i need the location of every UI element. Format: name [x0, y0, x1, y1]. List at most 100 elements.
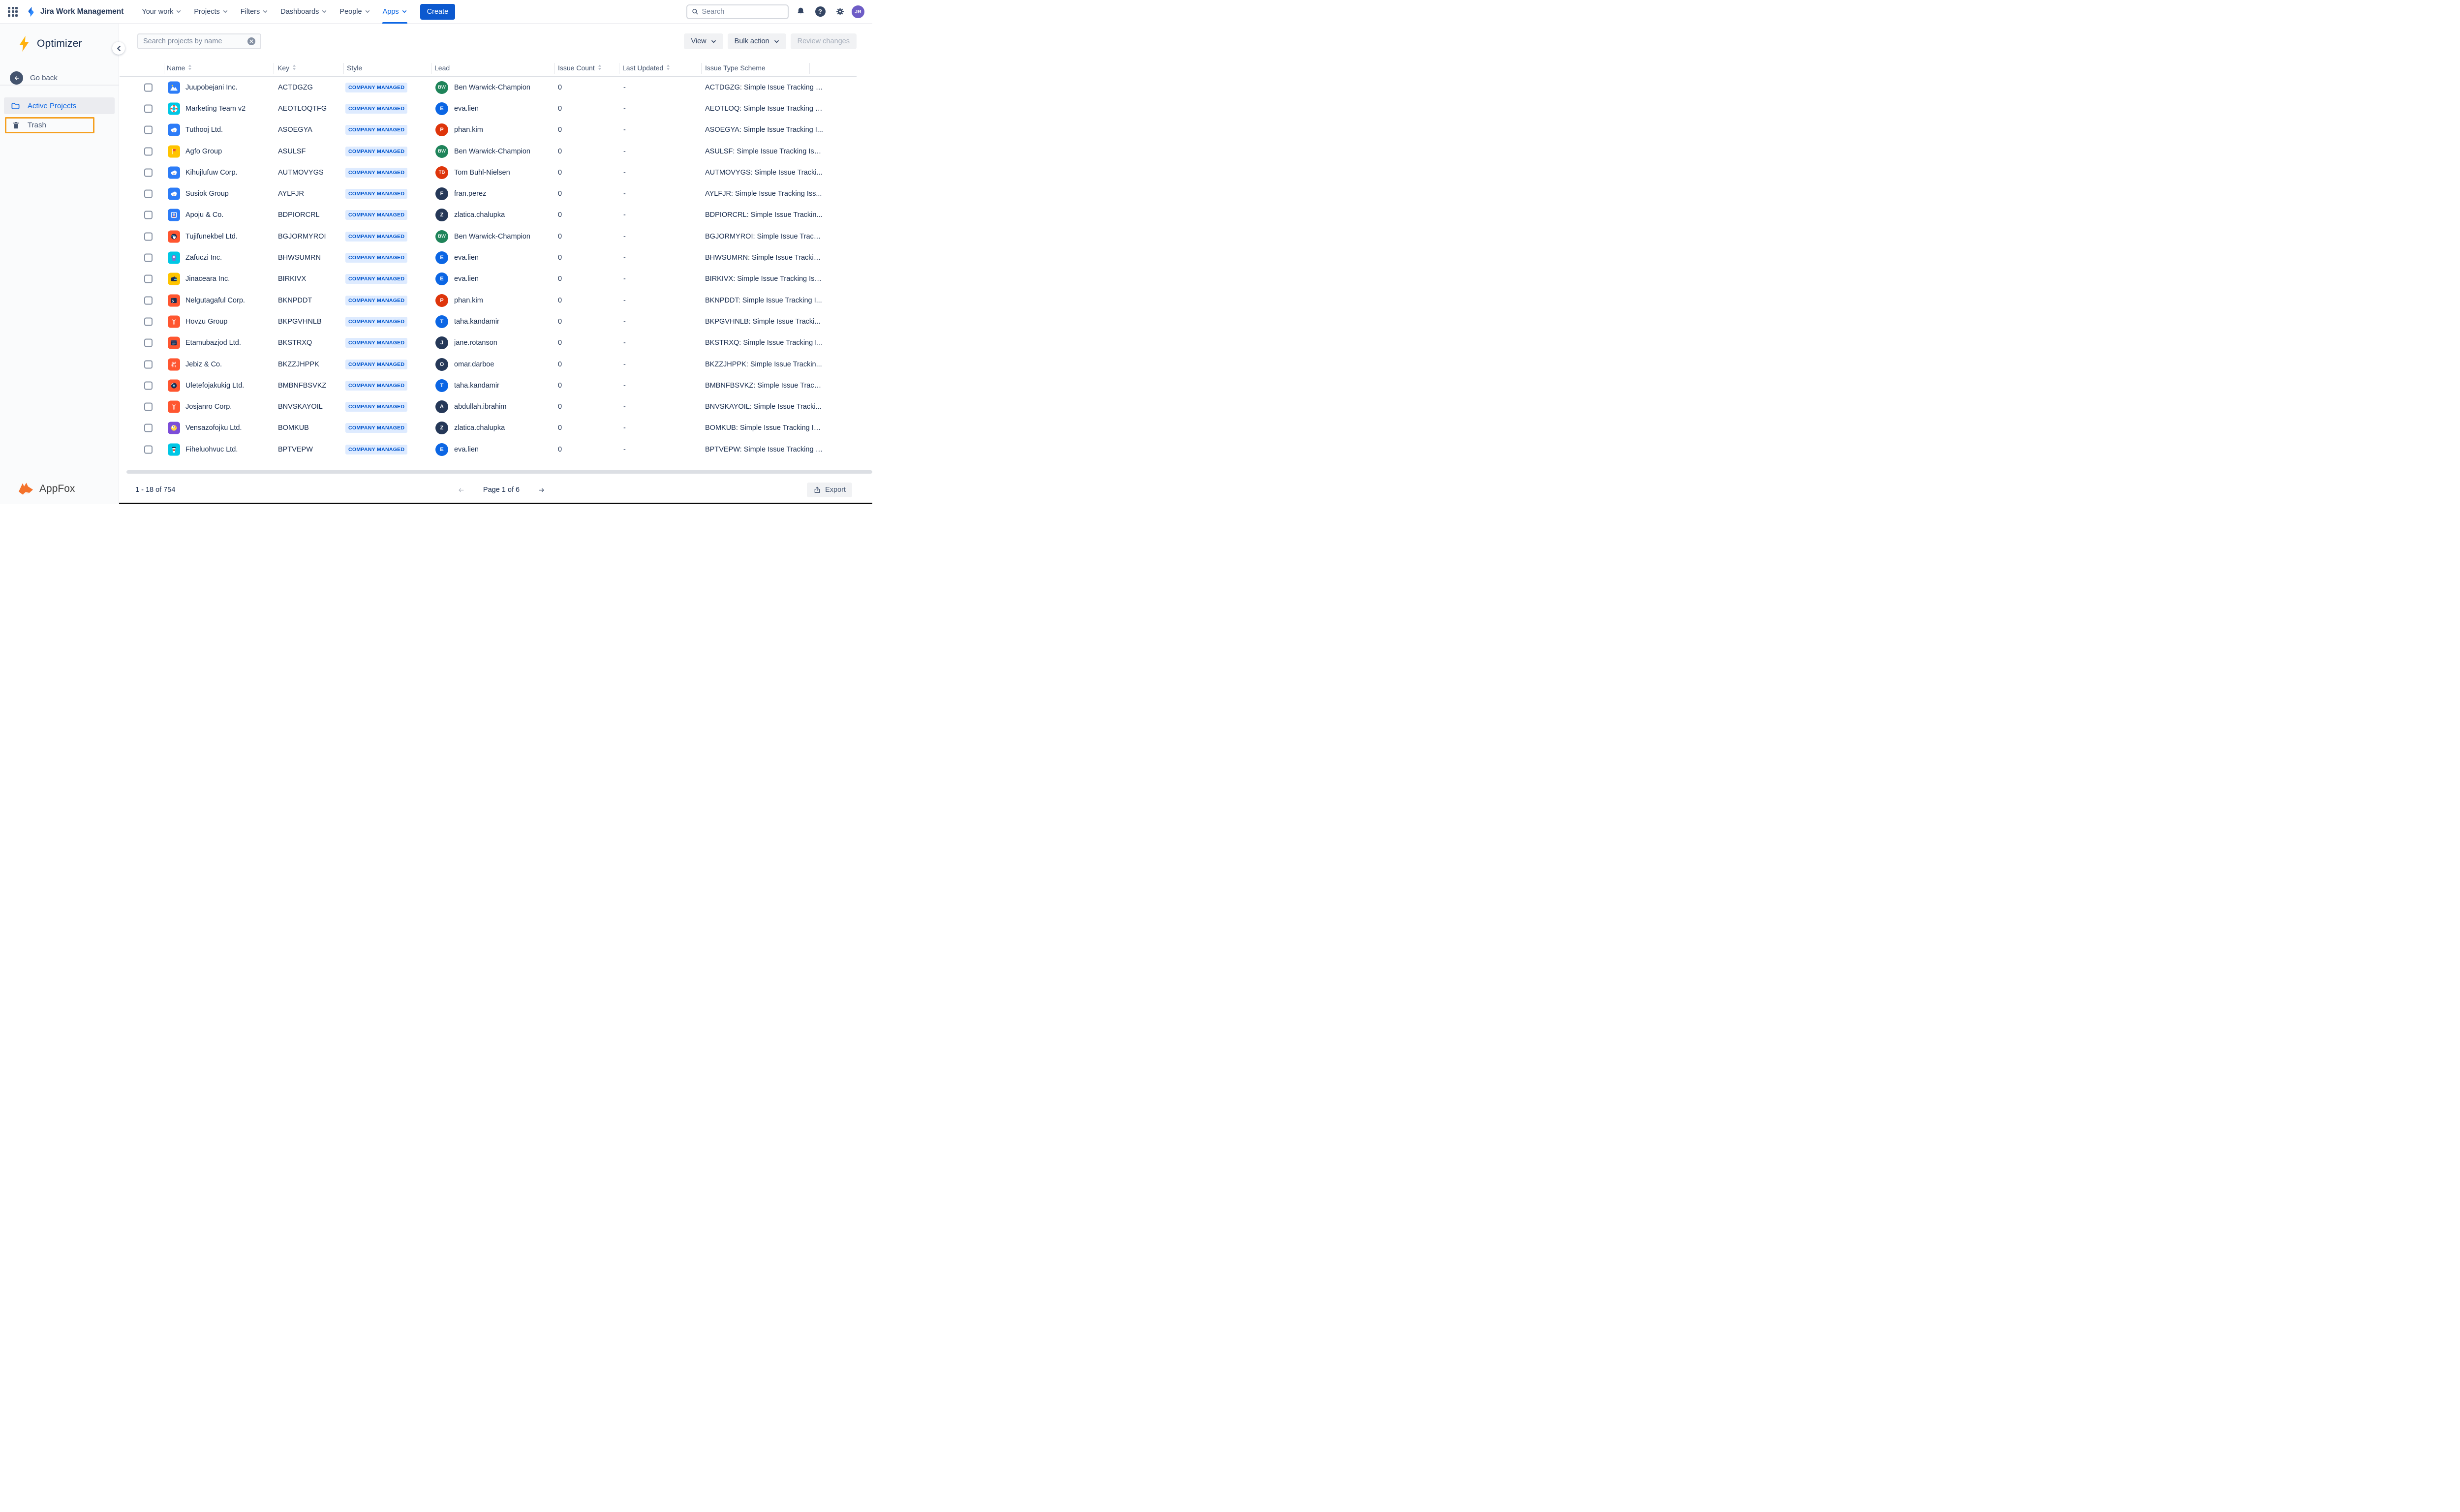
nav-item-dashboards[interactable]: Dashboards [275, 0, 332, 24]
user-avatar[interactable]: JR [852, 5, 864, 18]
lead-avatar: T [435, 315, 448, 328]
row-checkbox[interactable] [144, 381, 153, 390]
bulk-action-button[interactable]: Bulk action [727, 33, 786, 49]
row-checkbox[interactable] [144, 189, 153, 198]
style-badge: COMPANY MANAGED [345, 274, 408, 284]
column-header-style[interactable]: Style [347, 64, 363, 72]
row-checkbox[interactable] [144, 211, 153, 219]
clear-search-icon[interactable] [247, 37, 255, 45]
sidebar-item-trash[interactable]: Trash [5, 117, 94, 133]
project-avatar-icon [168, 102, 180, 115]
global-search-input[interactable] [702, 7, 783, 16]
project-name[interactable]: Uletefojakukig Ltd. [185, 381, 245, 390]
horizontal-scrollbar[interactable] [126, 470, 872, 474]
project-name[interactable]: Tujifunekbel Ltd. [185, 232, 238, 241]
next-page-button[interactable] [537, 486, 546, 494]
issue-count: 0 [558, 317, 562, 326]
project-key: BKNPDDT [278, 296, 312, 304]
project-search-input[interactable] [143, 37, 244, 45]
project-name[interactable]: Tuthooj Ltd. [185, 126, 223, 134]
settings-button[interactable] [832, 4, 848, 20]
row-checkbox[interactable] [144, 232, 153, 241]
app-switcher-icon[interactable] [8, 6, 18, 17]
row-checkbox[interactable] [144, 296, 153, 305]
lead-avatar: E [435, 272, 448, 286]
column-header-issue-count[interactable]: Issue Count [558, 64, 602, 72]
project-name[interactable]: Susiok Group [185, 190, 229, 198]
row-checkbox[interactable] [144, 147, 153, 156]
lead-name: taha.kandamir [454, 317, 499, 326]
sidebar-collapse-button[interactable] [112, 42, 125, 55]
arrow-left-icon [10, 71, 23, 85]
lead-avatar: E [435, 102, 448, 115]
style-badge: COMPANY MANAGED [345, 295, 408, 305]
issue-count: 0 [558, 254, 562, 262]
sidebar-item-active-projects[interactable]: Active Projects [4, 97, 115, 114]
nav-item-apps[interactable]: Apps [377, 0, 412, 24]
lead-avatar: E [435, 251, 448, 265]
review-changes-button[interactable]: Review changes [790, 33, 857, 49]
appfox-wordmark: AppFox [39, 483, 75, 494]
row-checkbox[interactable] [144, 338, 153, 347]
project-name[interactable]: Kihujlufuw Corp. [185, 168, 238, 177]
project-search[interactable] [137, 33, 261, 49]
project-name[interactable]: Apoju & Co. [185, 211, 224, 219]
row-checkbox[interactable] [144, 83, 153, 92]
app-title: Optimizer [37, 38, 82, 49]
go-back-button[interactable]: Go back [10, 71, 58, 85]
table-row: Kihujlufuw Corp. AUTMOVYGS COMPANY MANAGED… [120, 162, 857, 183]
column-header-issue-type-scheme[interactable]: Issue Type Scheme [705, 64, 766, 72]
project-name[interactable]: Jebiz & Co. [185, 360, 222, 368]
previous-page-button[interactable] [457, 486, 465, 494]
project-key: BKSTRXQ [278, 339, 312, 347]
lead-name: Ben Warwick-Champion [454, 232, 530, 241]
lead-avatar: Z [435, 422, 448, 435]
project-name[interactable]: Hovzu Group [185, 317, 228, 326]
last-updated: - [623, 381, 626, 390]
row-checkbox[interactable] [144, 402, 153, 411]
row-checkbox[interactable] [144, 360, 153, 368]
nav-item-people[interactable]: People [334, 0, 375, 24]
issue-count: 0 [558, 445, 562, 454]
project-name[interactable]: Vensazofojku Ltd. [185, 424, 242, 432]
row-checkbox[interactable] [144, 253, 153, 262]
column-header-last-updated[interactable]: Last Updated [622, 64, 670, 72]
project-name[interactable]: Etamubazjod Ltd. [185, 339, 241, 347]
project-key: AUTMOVYGS [278, 168, 324, 177]
project-avatar-icon [168, 251, 180, 264]
global-search[interactable] [686, 4, 789, 19]
nav-item-your-work[interactable]: Your work [136, 0, 186, 24]
last-updated: - [623, 83, 626, 91]
project-name[interactable]: Josjanro Corp. [185, 403, 232, 411]
nav-item-projects[interactable]: Projects [188, 0, 233, 24]
export-button[interactable]: Export [807, 483, 852, 497]
style-badge: COMPANY MANAGED [345, 82, 408, 92]
notifications-button[interactable] [793, 4, 808, 20]
help-button[interactable]: ? [812, 4, 828, 20]
project-name[interactable]: Agfo Group [185, 147, 222, 155]
project-name[interactable]: Nelgutagaful Corp. [185, 296, 245, 304]
nav-item-filters[interactable]: Filters [235, 0, 273, 24]
row-checkbox[interactable] [144, 125, 153, 134]
row-checkbox[interactable] [144, 445, 153, 454]
column-header-key[interactable]: Key [277, 64, 296, 72]
project-avatar-icon [168, 166, 180, 179]
jira-brand[interactable]: Jira Work Management [26, 6, 123, 17]
row-checkbox[interactable] [144, 168, 153, 177]
project-name[interactable]: Jinaceara Inc. [185, 275, 230, 283]
create-button[interactable]: Create [420, 3, 456, 20]
arrow-left-icon [459, 488, 464, 492]
column-header-name[interactable]: Name [167, 64, 192, 72]
project-name[interactable]: Marketing Team v2 [185, 104, 246, 113]
row-checkbox[interactable] [144, 104, 153, 113]
project-name[interactable]: Juupobejani Inc. [185, 83, 238, 91]
project-name[interactable]: Fiheluohvuc Ltd. [185, 445, 238, 454]
view-button[interactable]: View [684, 33, 723, 49]
row-checkbox[interactable] [144, 423, 153, 432]
project-name[interactable]: Zafuczi Inc. [185, 254, 222, 262]
row-checkbox[interactable] [144, 274, 153, 283]
column-header-lead[interactable]: Lead [434, 64, 450, 72]
row-checkbox[interactable] [144, 317, 153, 326]
